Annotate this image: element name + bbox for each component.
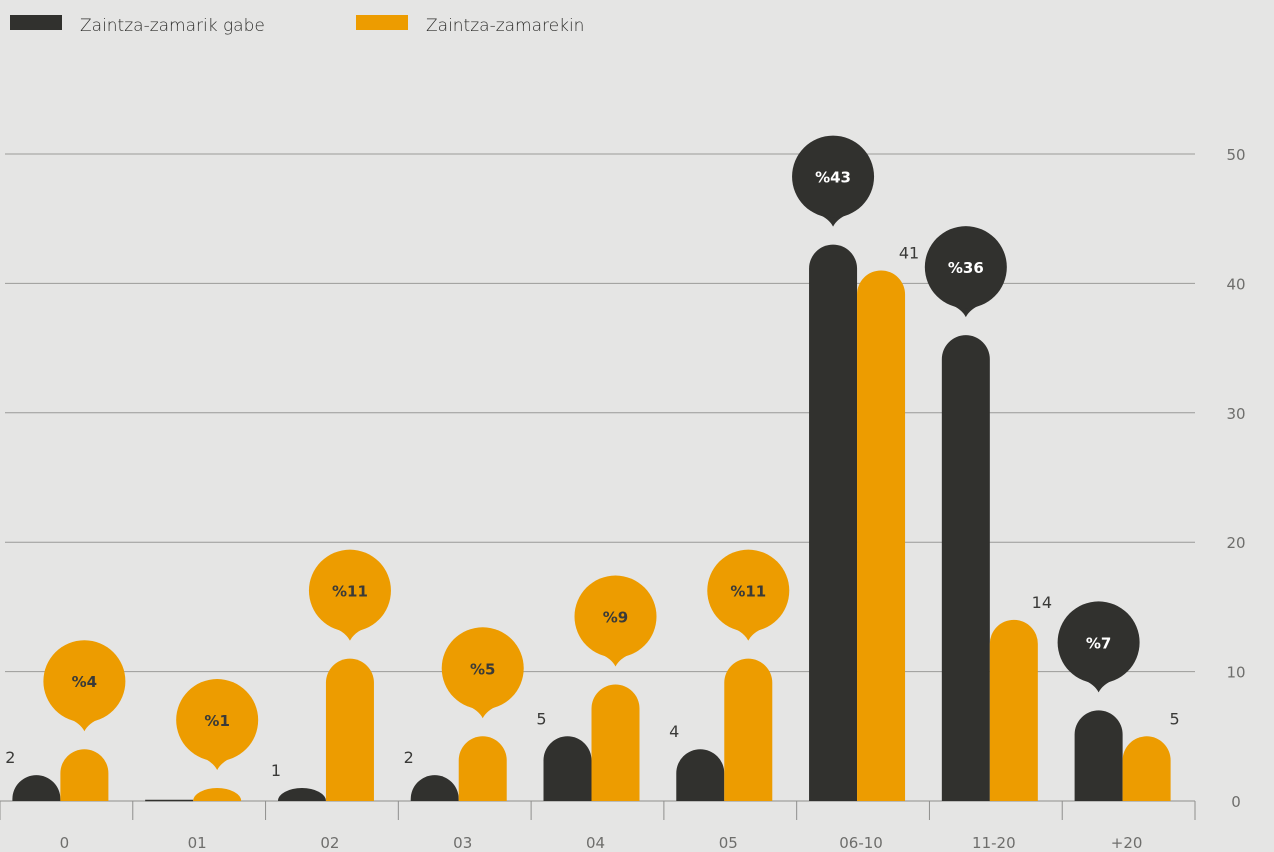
callout-circle [1057, 601, 1140, 684]
callout-bubble: %1 [176, 679, 259, 771]
callout-label: %11 [332, 583, 368, 601]
bar [989, 619, 1038, 801]
bar [1122, 736, 1171, 801]
x-tick-label: 04 [586, 834, 605, 852]
data-label: 14 [1032, 593, 1052, 612]
callout-tail [817, 213, 850, 227]
bar [543, 736, 592, 801]
callout-tail [599, 653, 632, 667]
callout-label: %43 [815, 169, 851, 187]
callout-circle [308, 549, 391, 632]
callout-tail [1082, 679, 1115, 693]
y-tick-label: 0 [1231, 793, 1241, 811]
x-tick-label: 03 [453, 834, 472, 852]
legend-swatch-with-care [356, 14, 408, 30]
legend: Zaintza-zamarik gabe Zaintza-zamarekin [0, 0, 1274, 60]
callout-tail [201, 757, 234, 771]
x-tick-label: 06-10 [839, 834, 883, 852]
callout-label: %36 [948, 259, 984, 277]
callout-tail [949, 304, 982, 318]
bar [591, 684, 640, 801]
legend-swatch-no-care [10, 14, 62, 30]
bar [325, 658, 374, 801]
y-tick-label: 30 [1226, 405, 1245, 423]
callout-tail [333, 627, 366, 641]
callout-circle [176, 679, 259, 762]
data-label: 1 [271, 761, 281, 780]
callout-bubble: %4 [43, 640, 126, 732]
callout-tail [732, 627, 765, 641]
legend-label-with-care: Zaintza-zamarekin [426, 16, 585, 36]
callout-bubble: %43 [792, 135, 875, 227]
x-tick-label: 02 [320, 834, 339, 852]
bar [676, 749, 725, 801]
x-tick-label: 0 [60, 834, 70, 852]
bar [60, 749, 109, 801]
y-tick-label: 20 [1226, 534, 1245, 552]
bar [941, 335, 990, 801]
legend-item-no-care: Zaintza-zamarik gabe [10, 12, 265, 40]
data-label: 2 [5, 748, 15, 767]
callout-bubble: %36 [924, 226, 1007, 318]
bar [857, 270, 906, 801]
legend-label-no-care: Zaintza-zamarik gabe [80, 16, 265, 36]
callout-tail [466, 705, 499, 719]
y-tick-label: 50 [1226, 146, 1245, 164]
y-tick-label: 40 [1226, 275, 1245, 293]
callout-label: %7 [1086, 634, 1111, 652]
callout-circle [792, 135, 875, 218]
callout-bubble: %9 [574, 575, 657, 667]
callout-bubble: %11 [707, 549, 790, 641]
bar [1074, 710, 1123, 801]
data-label: 5 [1170, 709, 1180, 728]
callout-circle [441, 627, 524, 710]
y-tick-label: 10 [1226, 664, 1245, 682]
callout-bubble: %5 [441, 627, 524, 719]
callout-label: %1 [204, 712, 229, 730]
x-tick-label: +20 [1111, 834, 1143, 852]
x-tick-label: 01 [188, 834, 207, 852]
bar [277, 788, 326, 801]
x-tick-label: 05 [719, 834, 738, 852]
callout-bubble: %11 [308, 549, 391, 641]
bar [724, 658, 773, 801]
bar [193, 788, 242, 801]
data-label: 2 [404, 748, 414, 767]
callout-label: %11 [730, 583, 766, 601]
data-label: 4 [669, 722, 679, 741]
callout-circle [924, 226, 1007, 309]
bar [12, 775, 61, 801]
bar [410, 775, 459, 801]
legend-item-with-care: Zaintza-zamarekin [356, 12, 584, 40]
callout-label: %9 [603, 609, 628, 627]
callout-circle [574, 575, 657, 658]
x-tick-label: 11-20 [972, 834, 1016, 852]
data-label: 41 [899, 243, 919, 262]
callout-circle [43, 640, 126, 723]
bar [458, 736, 507, 801]
bar [809, 244, 858, 802]
data-label: 5 [536, 709, 546, 728]
callout-bubble: %7 [1057, 601, 1140, 693]
callout-label: %5 [470, 660, 495, 678]
callout-circle [707, 549, 790, 632]
callout-label: %4 [72, 673, 97, 691]
callout-tail [68, 718, 101, 732]
